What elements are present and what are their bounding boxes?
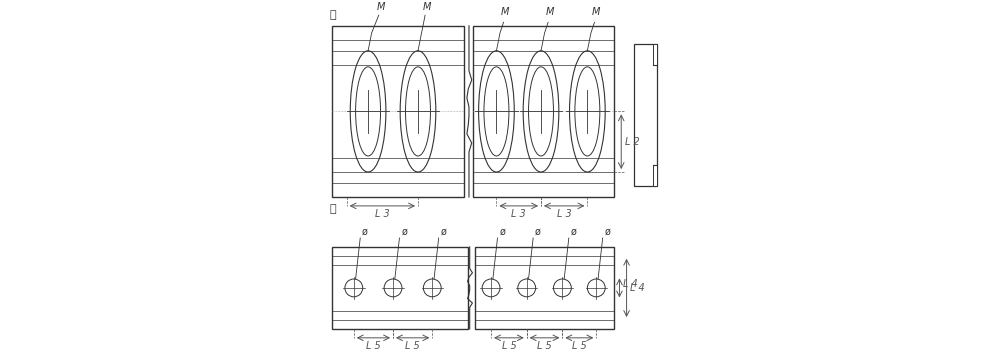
Text: ø: ø [499,226,505,236]
Text: Ⓐ: Ⓐ [329,204,336,214]
Bar [653,165,657,186]
Bar [332,26,464,197]
Text: L 5: L 5 [502,342,516,351]
Text: L 5: L 5 [366,342,381,351]
Text: L 4: L 4 [623,279,638,289]
Text: M: M [376,1,385,12]
Text: M: M [501,7,510,17]
Text: ø: ø [604,226,610,236]
Bar [475,247,614,329]
Bar [332,247,468,329]
Text: M: M [546,7,554,17]
Bar [473,26,614,197]
Bar [634,44,657,186]
Text: M: M [423,1,431,12]
Text: L 5: L 5 [405,342,420,351]
Text: L 4: L 4 [630,283,645,293]
Text: L 5: L 5 [572,342,587,351]
Text: Ⓑ: Ⓑ [329,10,336,20]
Bar [653,44,657,65]
Text: L 3: L 3 [557,209,572,219]
Text: L 3: L 3 [375,209,390,219]
Text: ø: ø [535,226,541,236]
Text: L 3: L 3 [511,209,526,219]
Text: M: M [592,7,600,17]
Text: ø: ø [401,226,407,236]
Text: ø: ø [571,226,576,236]
Text: ø: ø [362,226,368,236]
Text: ø: ø [440,226,446,236]
Text: L 2: L 2 [625,137,640,147]
Text: L 5: L 5 [537,342,552,351]
